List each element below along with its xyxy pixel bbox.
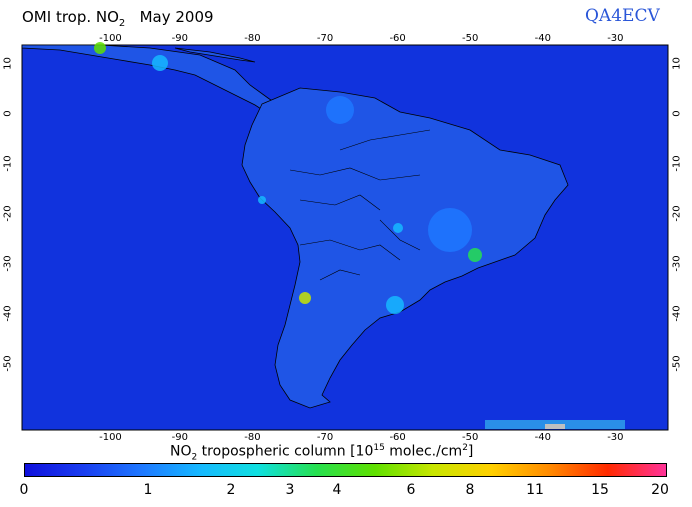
colorbar-label: NO2 tropospheric column [1015 molec./cm2… [170,443,474,463]
left-tick-label: 10 [2,57,14,70]
bottom-tick-label: -30 [607,432,624,443]
brand-logo-text: QA4ECV [585,6,660,26]
antarctica-patch [485,420,625,429]
country-border [379,219,421,251]
top-tick-label: -50 [462,33,479,44]
right-tick-label: -30 [671,255,683,272]
bottom-tick-label: -60 [389,432,406,443]
left-tick-label: -50 [2,355,14,372]
right-tick-label: -10 [671,155,683,172]
colorbar-tick-label: 0 [19,482,29,498]
no2-hotspot [258,196,266,204]
right-tick-label: -20 [671,205,683,222]
top-tick-label: -70 [316,33,334,44]
bottom-tick-label: -70 [316,432,334,443]
right-tick-label: 10 [671,57,683,70]
no2-hotspot [94,42,106,54]
left-tick-label: -20 [2,205,14,222]
left-tick-label: 0 [2,110,14,117]
country-border [289,167,421,181]
colorbar-tick-label: 6 [406,482,416,498]
south-america-outline [241,87,569,409]
no2-hotspot [428,208,472,252]
right-tick-label: -50 [671,355,683,372]
top-tick-label: -100 [99,33,122,44]
no2-hotspot [326,96,354,124]
left-tick-label: -10 [2,155,14,172]
colorbar-tick-label: 15 [591,482,609,498]
colorbar [24,463,667,477]
colorbar-tick-label: 1 [143,482,153,498]
country-border [339,129,431,151]
cuba-outline [174,47,256,63]
country-border [319,269,361,281]
right-tick-label: -40 [671,305,683,322]
hotspots [94,42,482,314]
colorbar-tick-label: 11 [526,482,544,498]
no2-hotspot [386,296,404,314]
no2-hotspot [468,248,482,262]
left-tick-label: -40 [2,305,14,322]
top-tick-label: -60 [389,33,406,44]
top-tick-label: -40 [534,33,551,44]
colorbar-tick-label: 2 [226,482,236,498]
no2-hotspot [152,55,168,71]
colorbar-tick-label: 8 [465,482,475,498]
top-tick-label: -80 [244,33,261,44]
right-tick-label: 0 [671,110,683,117]
country-border [299,239,401,261]
bottom-tick-label: -50 [462,432,479,443]
colorbar-tick-label: 3 [285,482,295,498]
map-title: OMI trop. NO2 May 2009 [22,8,214,29]
left-tick-label: -30 [2,255,14,272]
colorbar-tick-label: 4 [332,482,342,498]
bottom-tick-label: -90 [171,432,189,443]
top-tick-label: -90 [171,33,189,44]
colorbar-tick-label: 20 [651,482,669,498]
bottom-tick-label: -40 [534,432,551,443]
no2-hotspot [299,292,311,304]
no2-hotspot [393,223,403,233]
bottom-tick-label: -100 [99,432,122,443]
top-tick-label: -30 [607,33,624,44]
country-border [299,194,381,211]
bottom-tick-label: -80 [244,432,261,443]
